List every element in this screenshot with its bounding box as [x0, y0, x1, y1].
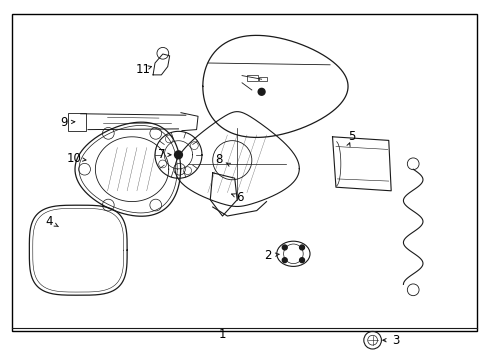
Circle shape — [174, 151, 182, 159]
Text: 3: 3 — [391, 334, 399, 347]
Circle shape — [299, 258, 304, 262]
Circle shape — [299, 245, 304, 250]
Text: 9: 9 — [60, 116, 67, 129]
Circle shape — [258, 88, 264, 95]
Text: 1: 1 — [218, 328, 226, 341]
Bar — [12, 14, 476, 331]
Bar — [259, 77, 266, 81]
Circle shape — [282, 258, 286, 262]
Text: 11: 11 — [135, 63, 150, 76]
Text: 7: 7 — [157, 148, 165, 161]
Bar — [246, 75, 257, 81]
Text: 8: 8 — [215, 153, 223, 166]
Circle shape — [282, 245, 286, 250]
Bar — [68, 113, 85, 131]
Text: 5: 5 — [347, 130, 355, 143]
Text: 10: 10 — [67, 152, 81, 165]
Text: 2: 2 — [264, 249, 271, 262]
Text: 4: 4 — [45, 215, 53, 228]
Text: 6: 6 — [235, 191, 243, 204]
